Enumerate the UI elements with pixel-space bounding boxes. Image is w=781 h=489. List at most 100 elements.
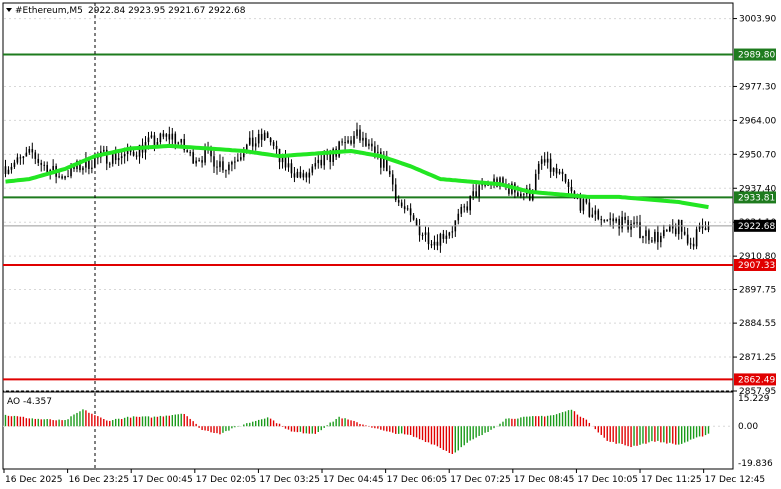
candle-body: [341, 141, 343, 143]
candle-body: [394, 184, 397, 201]
candle-body: [91, 167, 93, 169]
time-tick-label: 17 Dec 06:05: [387, 475, 448, 485]
chart-menu-icon[interactable]: [6, 8, 12, 12]
candle-body: [344, 142, 346, 144]
candle-body: [195, 160, 197, 164]
candle-body: [621, 216, 623, 229]
candle-body: [183, 139, 186, 151]
candle-body: [633, 222, 635, 224]
candle-body: [37, 158, 40, 163]
ohlc-readout: 2922.84 2923.95 2921.67 2922.68: [88, 6, 246, 16]
candle-body: [34, 152, 37, 159]
candle-body: [558, 171, 561, 174]
candle-body: [150, 135, 153, 138]
candle-body: [472, 191, 474, 196]
candle-body: [540, 159, 543, 164]
candle-body: [153, 135, 156, 146]
candle-body: [508, 185, 510, 194]
candle-body: [692, 243, 695, 247]
candle-body: [636, 222, 638, 224]
candle-body: [442, 233, 445, 239]
candle-body: [245, 144, 248, 154]
candle-body: [424, 232, 427, 235]
candle-body: [308, 172, 311, 178]
candle-body: [359, 129, 361, 141]
candle-body: [639, 222, 641, 239]
current-price-tag: [734, 219, 776, 232]
candle-body: [418, 225, 421, 236]
candle-body: [439, 233, 442, 246]
ao-label: AO -4.357: [7, 397, 52, 407]
candle-body: [582, 198, 585, 211]
candle-body: [311, 166, 314, 173]
candle-body: [350, 140, 352, 144]
candle-body: [180, 139, 183, 143]
price-tick-label: 2964.00: [739, 116, 776, 126]
candle-body: [651, 240, 653, 242]
candle-body: [704, 228, 707, 231]
candle-body: [362, 137, 364, 141]
candle-body: [630, 223, 632, 230]
candle-body: [543, 159, 546, 163]
candle-body: [663, 230, 665, 236]
candle-body: [683, 231, 686, 235]
candle-body: [627, 219, 629, 230]
candle-body: [406, 208, 409, 210]
candle-body: [174, 133, 177, 144]
candle-body: [374, 146, 376, 153]
ma-line: [5, 143, 709, 210]
candle-body: [677, 219, 680, 235]
candle-body: [689, 243, 692, 245]
candle-body: [567, 181, 570, 187]
candle-body: [415, 219, 418, 226]
candle-body: [4, 166, 7, 174]
candle-body: [79, 161, 81, 171]
candle-body: [451, 231, 454, 233]
candle-body: [251, 137, 254, 147]
candle-body: [22, 156, 25, 159]
candle-body: [594, 210, 597, 215]
candle-body: [61, 176, 63, 179]
candle-body: [46, 165, 48, 175]
candle-body: [231, 161, 233, 165]
ao-scale-label: -19.836: [738, 459, 773, 469]
candle-body: [317, 159, 320, 164]
candle-body: [237, 159, 239, 162]
candle-body: [314, 163, 317, 167]
candle-body: [612, 218, 614, 222]
price-tick-label: 2950.70: [739, 150, 776, 160]
candle-body: [225, 170, 227, 172]
candle-body: [85, 157, 87, 168]
candle-body: [469, 195, 471, 211]
candle-body: [266, 132, 269, 139]
candle-body: [168, 134, 171, 140]
candle-body: [64, 176, 66, 179]
candle-body: [588, 202, 591, 217]
candle-body: [156, 142, 159, 146]
candle-body: [397, 200, 400, 203]
candle-body: [674, 228, 677, 235]
candle-body: [546, 158, 549, 163]
candle-body: [391, 174, 394, 185]
level-tag: [734, 258, 776, 271]
candle-body: [201, 160, 203, 163]
candle-body: [579, 198, 582, 211]
price-tick-label: 2897.75: [739, 285, 776, 295]
candle-body: [204, 149, 206, 163]
candle-body: [88, 157, 90, 169]
candle-body: [186, 150, 189, 153]
price-tick-label: 2884.55: [739, 319, 776, 329]
time-axis: 16 Dec 2025 16 Dec 23:25 17 Dec 00:45 17 De…: [3, 469, 765, 485]
price-tick-label: 2857.95: [739, 387, 776, 397]
candle-body: [371, 143, 373, 147]
candle-body: [591, 214, 594, 217]
candle-body: [430, 244, 433, 246]
level-tag: [734, 191, 776, 204]
candle-body: [648, 230, 650, 241]
candle-body: [243, 153, 245, 158]
time-tick-label: 17 Dec 07:25: [450, 475, 511, 485]
candle-body: [138, 144, 141, 157]
candle-body: [132, 151, 135, 156]
candle-body: [332, 148, 334, 162]
